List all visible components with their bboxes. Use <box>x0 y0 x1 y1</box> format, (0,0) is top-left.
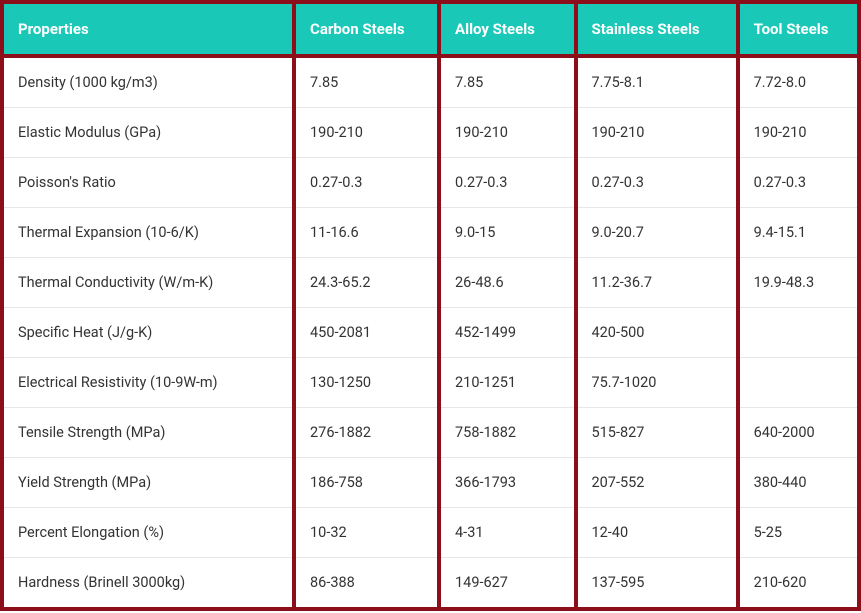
value-cell: 380-440 <box>738 458 857 508</box>
value-cell: 149-627 <box>439 558 575 608</box>
value-cell: 515-827 <box>576 408 738 458</box>
value-cell: 190-210 <box>738 108 857 158</box>
value-cell: 190-210 <box>576 108 738 158</box>
value-cell: 7.75-8.1 <box>576 56 738 108</box>
value-cell: 758-1882 <box>439 408 575 458</box>
col-header-tool-steels: Tool Steels <box>738 4 857 56</box>
value-cell: 86-388 <box>294 558 439 608</box>
value-cell: 0.27-0.3 <box>738 158 857 208</box>
table-row: Thermal Expansion (10-6/K)11-16.69.0-159… <box>4 208 857 258</box>
table-row: Density (1000 kg/m3)7.857.857.75-8.17.72… <box>4 56 857 108</box>
table-row: Tensile Strength (MPa)276-1882758-188251… <box>4 408 857 458</box>
table-row: Specific Heat (J/g-K)450-2081452-1499420… <box>4 308 857 358</box>
value-cell: 12-40 <box>576 508 738 558</box>
value-cell: 7.85 <box>439 56 575 108</box>
value-cell: 24.3-65.2 <box>294 258 439 308</box>
value-cell: 11-16.6 <box>294 208 439 258</box>
property-name-cell: Yield Strength (MPa) <box>4 458 294 508</box>
value-cell: 26-48.6 <box>439 258 575 308</box>
value-cell: 366-1793 <box>439 458 575 508</box>
value-cell: 7.72-8.0 <box>738 56 857 108</box>
value-cell: 9.4-15.1 <box>738 208 857 258</box>
value-cell: 9.0-20.7 <box>576 208 738 258</box>
table-row: Thermal Conductivity (W/m-K)24.3-65.226-… <box>4 258 857 308</box>
table-header: Properties Carbon Steels Alloy Steels St… <box>4 4 857 56</box>
value-cell: 210-620 <box>738 558 857 608</box>
property-name-cell: Thermal Conductivity (W/m-K) <box>4 258 294 308</box>
property-name-cell: Percent Elongation (%) <box>4 508 294 558</box>
value-cell: 75.7-1020 <box>576 358 738 408</box>
value-cell: 0.27-0.3 <box>576 158 738 208</box>
col-header-properties: Properties <box>4 4 294 56</box>
value-cell: 190-210 <box>294 108 439 158</box>
value-cell: 9.0-15 <box>439 208 575 258</box>
property-name-cell: Electrical Resistivity (10-9W-m) <box>4 358 294 408</box>
table-body: Density (1000 kg/m3)7.857.857.75-8.17.72… <box>4 56 857 607</box>
value-cell: 276-1882 <box>294 408 439 458</box>
value-cell: 4-31 <box>439 508 575 558</box>
value-cell: 5-25 <box>738 508 857 558</box>
table-row: Elastic Modulus (GPa)190-210190-210190-2… <box>4 108 857 158</box>
col-header-alloy-steels: Alloy Steels <box>439 4 575 56</box>
value-cell: 452-1499 <box>439 308 575 358</box>
value-cell: 186-758 <box>294 458 439 508</box>
value-cell: 19.9-48.3 <box>738 258 857 308</box>
value-cell: 130-1250 <box>294 358 439 408</box>
col-header-carbon-steels: Carbon Steels <box>294 4 439 56</box>
value-cell: 0.27-0.3 <box>294 158 439 208</box>
value-cell: 11.2-36.7 <box>576 258 738 308</box>
property-name-cell: Specific Heat (J/g-K) <box>4 308 294 358</box>
col-header-stainless-steels: Stainless Steels <box>576 4 738 56</box>
value-cell: 207-552 <box>576 458 738 508</box>
steel-properties-table: Properties Carbon Steels Alloy Steels St… <box>4 4 857 607</box>
value-cell: 190-210 <box>439 108 575 158</box>
value-cell <box>738 308 857 358</box>
property-name-cell: Hardness (Brinell 3000kg) <box>4 558 294 608</box>
property-name-cell: Poisson's Ratio <box>4 158 294 208</box>
property-name-cell: Density (1000 kg/m3) <box>4 56 294 108</box>
table-row: Poisson's Ratio0.27-0.30.27-0.30.27-0.30… <box>4 158 857 208</box>
table-row: Percent Elongation (%)10-324-3112-405-25 <box>4 508 857 558</box>
table-row: Electrical Resistivity (10-9W-m)130-1250… <box>4 358 857 408</box>
value-cell: 137-595 <box>576 558 738 608</box>
value-cell: 210-1251 <box>439 358 575 408</box>
table-row: Yield Strength (MPa)186-758366-1793207-5… <box>4 458 857 508</box>
value-cell: 10-32 <box>294 508 439 558</box>
value-cell: 640-2000 <box>738 408 857 458</box>
steel-properties-table-container: Properties Carbon Steels Alloy Steels St… <box>0 0 861 611</box>
property-name-cell: Elastic Modulus (GPa) <box>4 108 294 158</box>
property-name-cell: Tensile Strength (MPa) <box>4 408 294 458</box>
value-cell: 0.27-0.3 <box>439 158 575 208</box>
value-cell <box>738 358 857 408</box>
property-name-cell: Thermal Expansion (10-6/K) <box>4 208 294 258</box>
value-cell: 420-500 <box>576 308 738 358</box>
value-cell: 7.85 <box>294 56 439 108</box>
value-cell: 450-2081 <box>294 308 439 358</box>
table-row: Hardness (Brinell 3000kg)86-388149-62713… <box>4 558 857 608</box>
